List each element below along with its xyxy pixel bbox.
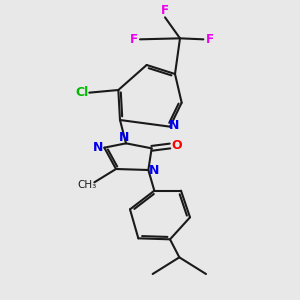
Text: F: F <box>161 4 169 17</box>
Text: F: F <box>206 33 214 46</box>
Text: N: N <box>118 131 129 144</box>
Text: F: F <box>129 33 137 46</box>
Text: Cl: Cl <box>75 86 88 99</box>
Text: O: O <box>171 139 182 152</box>
Text: N: N <box>93 141 104 154</box>
Text: CH₃: CH₃ <box>77 180 97 190</box>
Text: N: N <box>148 164 159 176</box>
Text: N: N <box>169 119 180 132</box>
